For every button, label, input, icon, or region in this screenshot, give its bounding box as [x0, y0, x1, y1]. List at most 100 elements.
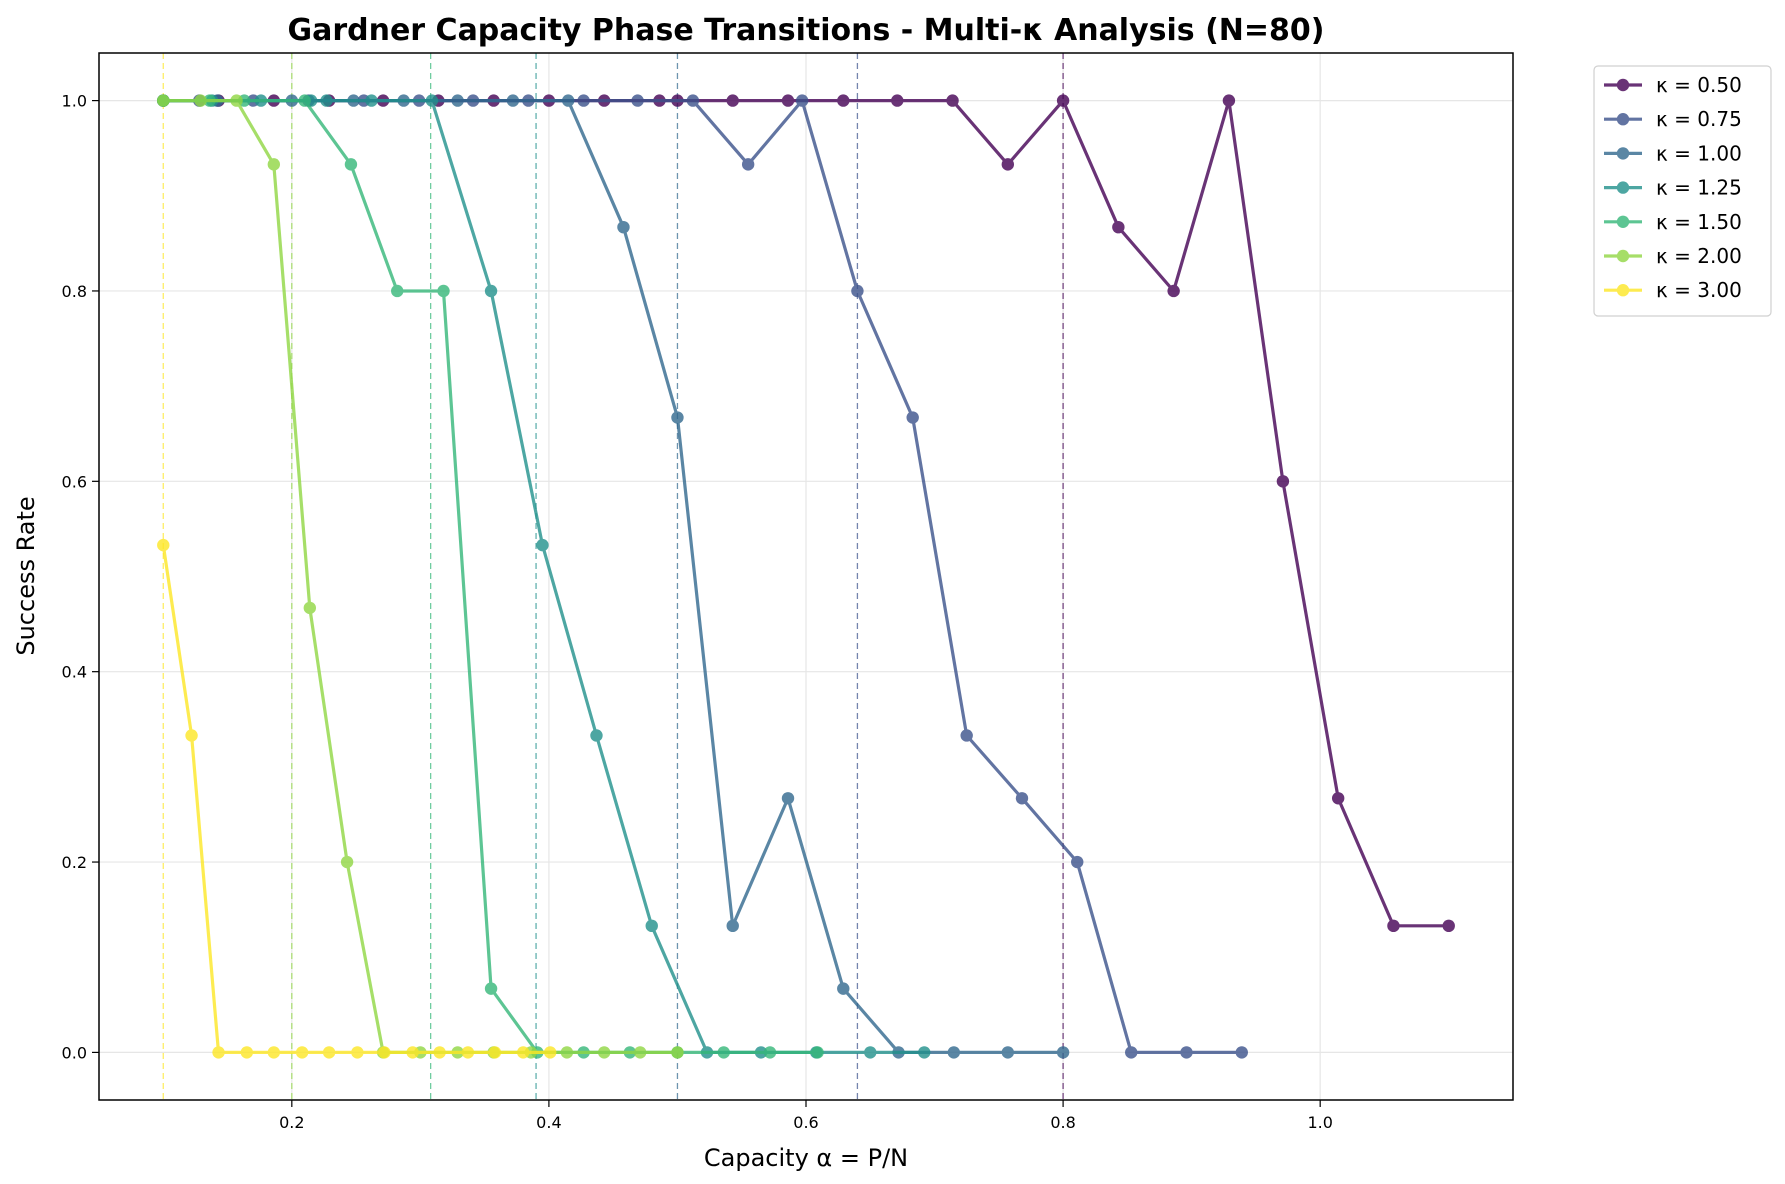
data-point — [543, 1046, 557, 1059]
axis-ticks: 0.2 0.4 0.6 0.8 1.0 0.0 0.2 0.4 0.6 0.8 1.0 — [62, 92, 1333, 1132]
data-point — [960, 729, 973, 742]
data-point — [267, 158, 281, 171]
data-point — [461, 1046, 475, 1059]
legend-label: κ = 3.00 — [1656, 278, 1742, 302]
data-point — [577, 94, 590, 107]
data-point — [1112, 220, 1125, 234]
data-point — [1001, 1046, 1015, 1059]
data-point — [157, 538, 170, 552]
data-point — [1235, 1046, 1248, 1059]
x-tick-label: 0.6 — [793, 1113, 818, 1132]
data-point — [906, 411, 919, 424]
x-tick-label: 0.4 — [536, 1113, 561, 1132]
data-point — [451, 94, 464, 107]
data-point — [433, 1046, 446, 1059]
data-point — [1001, 158, 1015, 171]
data-point — [726, 919, 739, 933]
legend-entry — [1604, 113, 1642, 126]
legend-marker — [1616, 113, 1630, 126]
x-axis-title: Capacity α = P/N — [704, 1144, 908, 1172]
legend-marker — [1616, 249, 1630, 263]
data-point — [1056, 94, 1070, 107]
data-point — [484, 284, 498, 298]
data-point — [344, 158, 358, 171]
series-group — [157, 538, 557, 1059]
data-point — [811, 1046, 824, 1059]
data-point — [322, 1046, 336, 1059]
critical-alpha-lines — [162, 53, 1064, 1100]
legend-label: κ = 0.50 — [1656, 73, 1742, 97]
y-tick-label: 0.4 — [62, 663, 87, 682]
data-point — [517, 1046, 530, 1059]
legend-entry — [1604, 284, 1642, 297]
data-point — [686, 94, 700, 107]
data-point — [425, 94, 439, 107]
legend-label: κ = 2.00 — [1656, 244, 1742, 268]
y-axis-title: Success Rate — [12, 496, 40, 655]
data-point — [320, 94, 333, 107]
data-point — [157, 94, 170, 107]
data-point — [488, 1046, 502, 1059]
data-point — [295, 1046, 309, 1059]
x-tick-label: 0.2 — [279, 1113, 304, 1132]
data-point — [303, 601, 317, 615]
legend-box — [1593, 65, 1772, 317]
data-point — [1222, 94, 1236, 107]
x-tick-label: 0.8 — [1050, 1113, 1075, 1132]
y-tick-label: 0.6 — [62, 472, 87, 491]
data-point — [267, 1046, 281, 1059]
y-tick-label: 0.0 — [62, 1043, 87, 1062]
legend-marker — [1616, 181, 1630, 194]
data-point — [763, 1046, 777, 1059]
data-point — [185, 729, 198, 742]
chart-title: Gardner Capacity Phase Transitions - Mul… — [287, 13, 1324, 48]
data-point — [1015, 792, 1029, 805]
data-point — [645, 919, 658, 933]
data-point — [741, 158, 755, 171]
y-tick-label: 0.2 — [62, 853, 87, 872]
data-point — [506, 94, 520, 107]
data-point — [406, 1046, 419, 1059]
data-point — [391, 284, 404, 298]
data-point — [340, 855, 354, 869]
data-point — [1056, 1046, 1070, 1059]
data-point — [1167, 284, 1180, 298]
data-point — [631, 94, 644, 107]
legend-marker — [1616, 284, 1630, 297]
data-point — [781, 94, 795, 107]
legend-label: κ = 0.75 — [1656, 107, 1742, 131]
data-point — [590, 729, 603, 742]
data-point — [795, 94, 809, 107]
legend-marker — [1616, 78, 1630, 92]
data-point — [781, 792, 795, 805]
data-point — [837, 94, 850, 107]
legend-marker — [1616, 147, 1630, 160]
data-point — [946, 94, 959, 107]
data-point — [378, 1046, 391, 1059]
data-point — [1071, 855, 1084, 869]
data-point — [671, 411, 684, 424]
data-point — [351, 1046, 364, 1059]
data-point — [864, 1046, 877, 1059]
legend-marker — [1616, 215, 1630, 228]
data-point — [671, 1046, 684, 1059]
series-lines — [157, 94, 1455, 1059]
data-point — [918, 1046, 931, 1059]
y-tick-label: 1.0 — [62, 92, 87, 111]
data-point — [891, 94, 904, 107]
data-point — [597, 1046, 611, 1059]
legend-entry — [1604, 249, 1642, 263]
data-point — [1387, 919, 1400, 933]
data-point — [437, 284, 450, 298]
legend-entry — [1604, 215, 1642, 228]
legend-entry — [1604, 78, 1642, 92]
data-point — [851, 284, 864, 298]
data-point — [633, 1046, 647, 1059]
data-point — [484, 982, 498, 995]
data-point — [561, 94, 575, 107]
legend: κ = 0.50 κ = 0.75 κ = 1.00 κ = 1.25 κ = 1.50… — [1593, 65, 1772, 317]
y-tick-label: 0.8 — [62, 282, 87, 301]
data-point — [365, 94, 378, 107]
